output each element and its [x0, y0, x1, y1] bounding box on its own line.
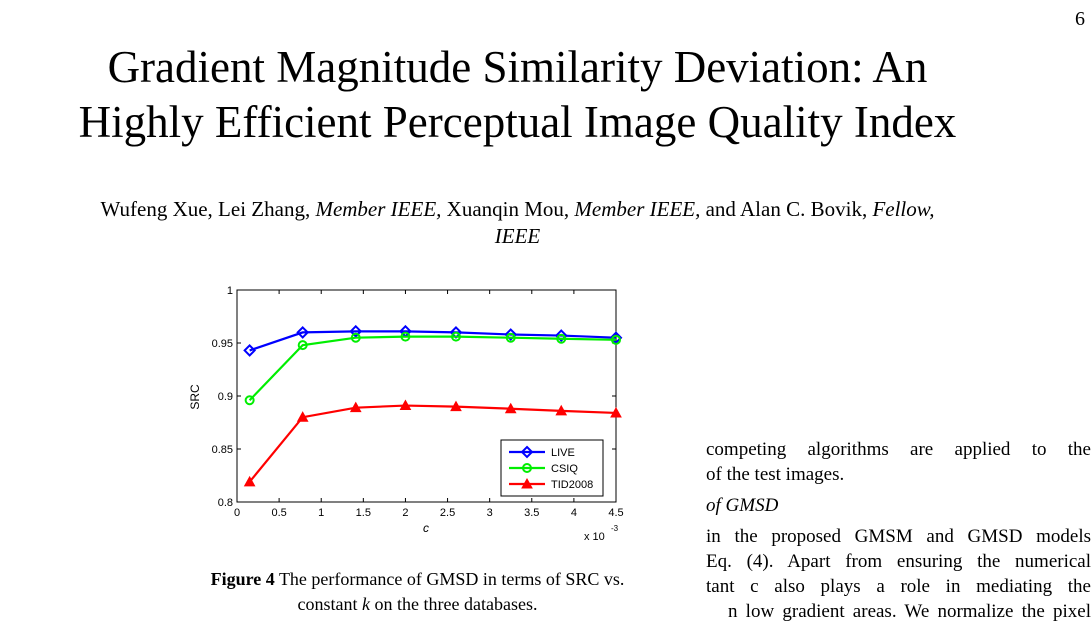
- author-role-3: Fellow,: [872, 197, 935, 221]
- author-names-1: Wufeng Xue, Lei Zhang,: [100, 197, 316, 221]
- x-tick-label: 1.5: [356, 507, 371, 519]
- data-point-live: [349, 324, 363, 338]
- title-line-2: Highly Efficient Perceptual Image Qualit…: [78, 97, 957, 147]
- data-point-tid2008: [504, 402, 517, 414]
- y-tick-label: 0.9: [218, 391, 233, 403]
- data-point-csiq: [244, 395, 255, 406]
- x-tick-label: 3: [487, 507, 493, 519]
- author-role-3-cont: IEEE: [494, 224, 541, 248]
- data-point-tid2008: [555, 404, 568, 416]
- legend-label-live: LIVE: [551, 447, 575, 459]
- x-tick-label: 4.5: [608, 507, 623, 519]
- body-line-1: competing algorithms are applied to the: [706, 439, 1091, 460]
- y-axis-label: SRC: [188, 384, 202, 410]
- figure-4: 0 0.5 1 1.5 2 2.5 3 3.5 4 4.5 0.8 0.85 0.9 0.95 1 c SRC x…: [180, 280, 640, 550]
- legend-marker-live: [520, 445, 534, 459]
- author-names-2: Xuanqin Mou,: [441, 197, 575, 221]
- body-line-2: of the test images.: [706, 464, 845, 485]
- x-exponent-value: -3: [611, 524, 619, 533]
- legend-marker-csiq: [522, 463, 532, 473]
- author-role-2: Member IEEE,: [574, 197, 701, 221]
- series-line-csiq: [248, 335, 617, 402]
- data-point-live: [554, 329, 568, 342]
- data-point-csiq: [556, 333, 567, 344]
- x-tick-label: 0.5: [271, 507, 286, 519]
- figure-caption: Figure 4 The performance of GMSD in term…: [150, 567, 685, 617]
- legend-label-tid2008: TID2008: [551, 479, 593, 491]
- data-point-csiq: [350, 332, 361, 343]
- legend-marker-tid2008: [521, 477, 533, 489]
- data-point-live: [243, 344, 257, 357]
- series-line-live: [249, 330, 617, 352]
- x-tick-label: 2.5: [440, 507, 455, 519]
- data-point-csiq: [400, 331, 411, 342]
- data-point-csiq: [450, 331, 461, 342]
- x-tick-label: 0: [234, 507, 240, 519]
- data-point-tid2008: [399, 399, 412, 411]
- src-vs-c-chart: 0 0.5 1 1.5 2 2.5 3 3.5 4 4.5 0.8 0.85 0.9 0.95 1 c SRC x…: [188, 285, 624, 543]
- author-role-1: Member IEEE,: [315, 197, 442, 221]
- series-line-tid2008: [248, 404, 617, 483]
- x-exponent-label: x 10: [584, 531, 605, 543]
- data-point-tid2008: [610, 406, 622, 418]
- legend-label-csiq: CSIQ: [551, 463, 578, 475]
- data-point-csiq: [505, 332, 516, 343]
- x-tick-label: 2: [402, 507, 408, 519]
- caption-label: Figure 4: [210, 569, 275, 589]
- y-tick-label: 0.85: [212, 444, 233, 456]
- body-line-4: Eq. (4). Apart from ensuring the numeric…: [706, 551, 1091, 572]
- paper-title: Gradient Magnitude Similarity Deviation:…: [0, 40, 1035, 150]
- body-line-3: in the proposed GMSM and GMSD models: [706, 526, 1091, 547]
- body-line-5: tant c also plays a role in mediating th…: [706, 576, 1091, 597]
- section-heading: of GMSD: [706, 495, 779, 516]
- y-tick-label: 0.8: [218, 497, 233, 509]
- data-point-live: [504, 328, 518, 341]
- page-number: 6: [1075, 8, 1085, 30]
- x-tick-label: 3.5: [524, 507, 539, 519]
- y-tick-label: 0.95: [212, 338, 233, 350]
- body-text-column: competing algorithms are applied to the …: [706, 437, 1091, 624]
- y-tick-label: 1: [227, 285, 233, 297]
- x-tick-label: 4: [571, 507, 577, 519]
- data-point-tid2008: [243, 475, 256, 487]
- caption-text: The performance of GMSD in terms of SRC …: [274, 569, 625, 589]
- caption-text-2a: constant: [297, 594, 363, 614]
- data-point-tid2008: [450, 400, 462, 412]
- data-point-live: [609, 331, 623, 345]
- caption-variable-k: k: [362, 594, 371, 614]
- data-point-live: [296, 325, 310, 339]
- data-point-csiq: [611, 334, 621, 345]
- body-line-6: n low gradient areas. We normalize the p…: [728, 601, 1091, 622]
- x-axis-label: c: [423, 521, 429, 535]
- data-point-csiq: [297, 340, 308, 351]
- author-list: Wufeng Xue, Lei Zhang, Member IEEE, Xuan…: [45, 196, 990, 250]
- data-point-tid2008: [349, 401, 362, 413]
- data-point-tid2008: [296, 411, 309, 422]
- x-tick-label: 1: [318, 507, 324, 519]
- caption-text-2b: on the three databases.: [370, 594, 538, 614]
- author-names-3: and Alan C. Bovik,: [700, 197, 873, 221]
- title-line-1: Gradient Magnitude Similarity Deviation:…: [107, 42, 928, 92]
